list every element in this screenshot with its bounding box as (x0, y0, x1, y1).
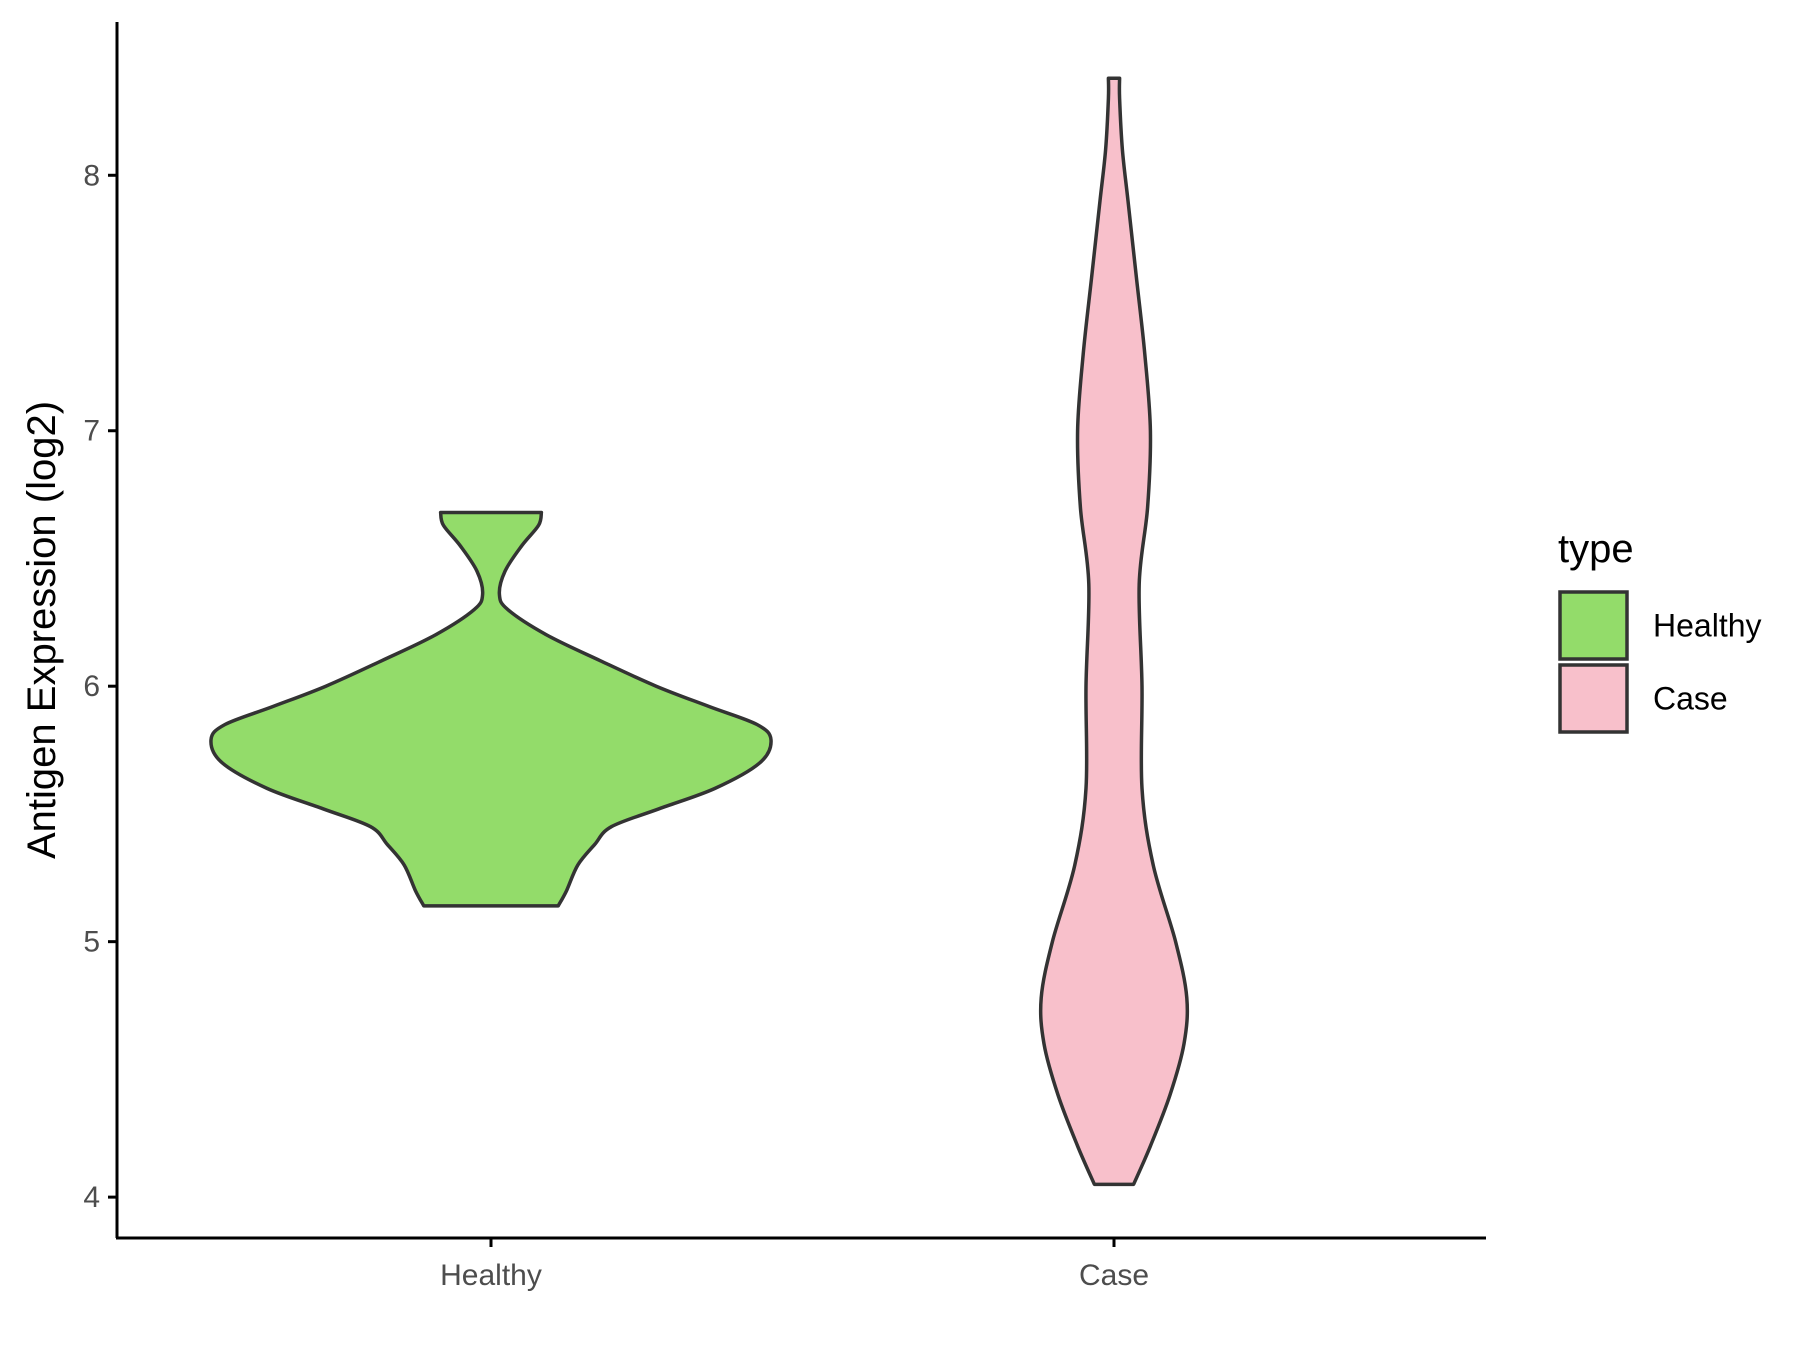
y-tick-label: 6 (83, 670, 100, 703)
legend-label-healthy: Healthy (1653, 608, 1762, 644)
violin-case (1038, 76, 1190, 1187)
y-tick-label: 8 (83, 159, 100, 192)
y-tick-label: 4 (83, 1181, 100, 1214)
legend-label-case: Case (1653, 681, 1728, 717)
x-tick-label-case: Case (1079, 1259, 1149, 1292)
y-axis-title: Antigen Expression (log2) (20, 401, 64, 859)
plot-area (209, 76, 1190, 1187)
legend-swatch-case (1558, 663, 1629, 734)
y-tick-label: 7 (83, 415, 100, 448)
y-tick-label: 5 (83, 926, 100, 959)
x-tick-label-healthy: Healthy (440, 1259, 542, 1292)
legend-swatch-healthy (1558, 590, 1629, 661)
legend: type Healthy Case (1558, 527, 1762, 734)
legend-title: type (1558, 527, 1634, 571)
violin-healthy (209, 510, 773, 908)
axes: 4 5 6 7 8 Healthy Case (83, 22, 1486, 1292)
